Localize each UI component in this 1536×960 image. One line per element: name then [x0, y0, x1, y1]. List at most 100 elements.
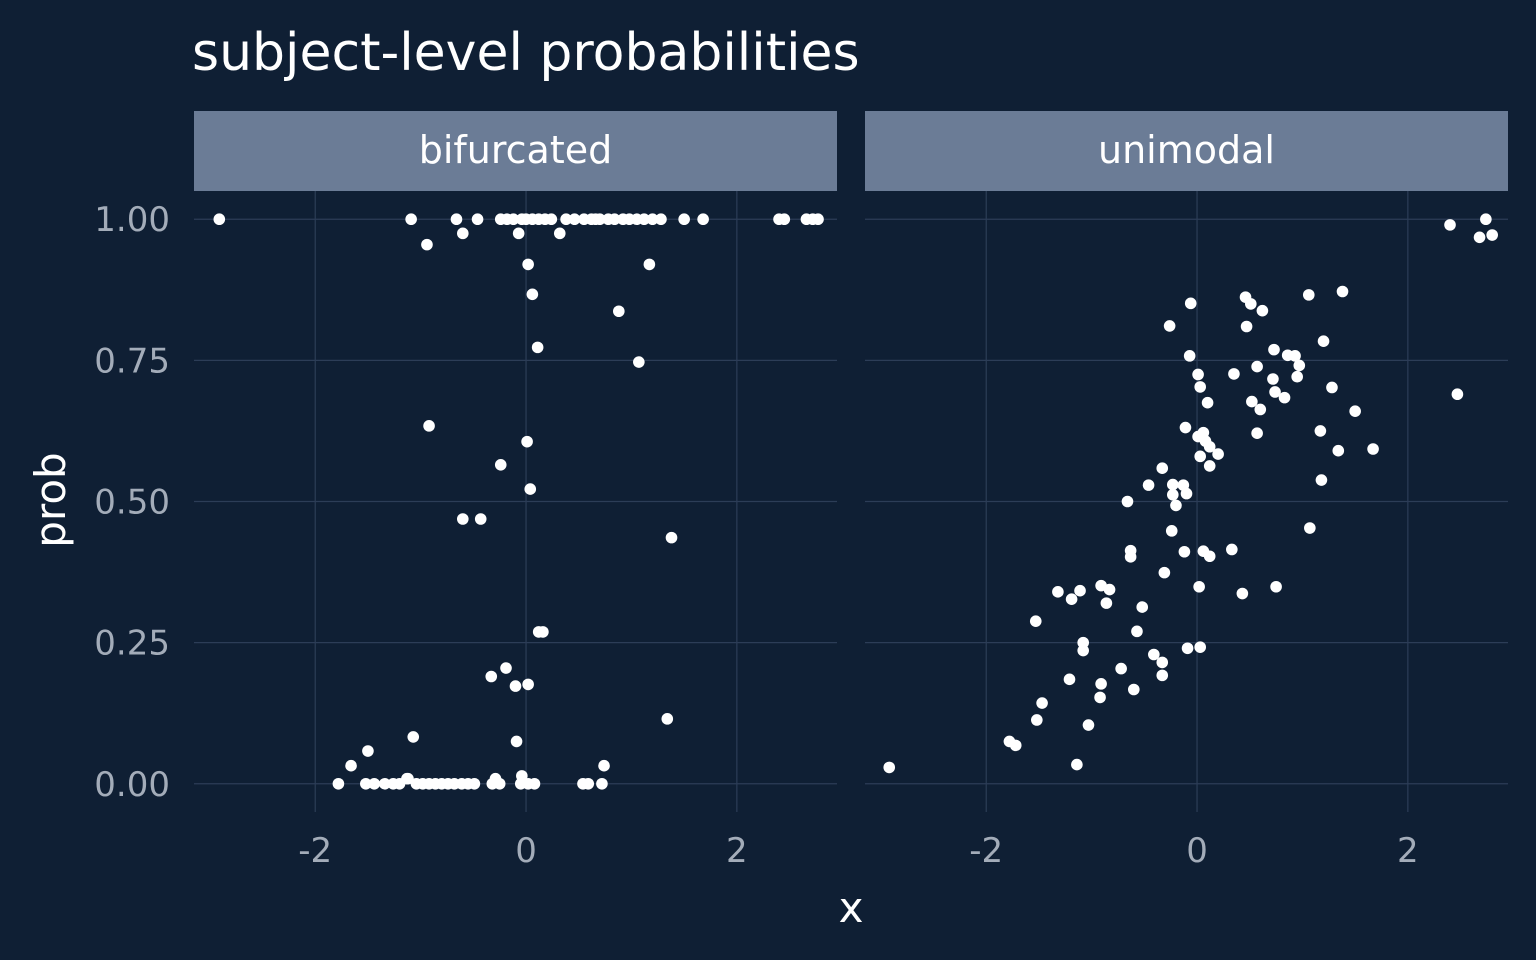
data-point [655, 213, 667, 226]
data-point [1473, 231, 1486, 244]
data-point [1158, 566, 1171, 579]
data-point [1302, 289, 1315, 301]
data-point [1180, 487, 1193, 500]
data-point [778, 213, 791, 226]
data-point [1179, 421, 1192, 434]
data-point [608, 213, 621, 226]
data-point [468, 777, 481, 790]
data-point [1212, 448, 1224, 460]
data-point [1315, 474, 1328, 486]
data-point [594, 213, 606, 226]
data-point [1336, 285, 1349, 298]
data-point [1166, 488, 1179, 501]
data-point [507, 213, 520, 226]
data-point [512, 227, 525, 240]
data-point [568, 213, 581, 226]
data-point [471, 213, 484, 226]
data-point [1486, 229, 1498, 241]
data-point [1194, 450, 1207, 463]
data-point [1178, 545, 1191, 558]
data-point [510, 735, 523, 748]
x-tick-label: 0 [515, 831, 537, 871]
data-point [1131, 625, 1143, 638]
data-point [613, 305, 625, 318]
data-point [1314, 425, 1327, 437]
data-point [643, 258, 656, 271]
data-point [1268, 343, 1280, 356]
y-axis-title: prob [26, 452, 75, 547]
x-tick-label: -2 [969, 831, 1003, 871]
data-point [1226, 543, 1238, 556]
data-point [1095, 678, 1107, 690]
data-point [1251, 427, 1263, 439]
data-point [1245, 298, 1257, 310]
data-point [1127, 683, 1140, 696]
data-point [1293, 359, 1306, 372]
data-point [1148, 648, 1160, 661]
data-point [1036, 697, 1048, 709]
data-point [1444, 219, 1456, 231]
data-point [1165, 525, 1178, 537]
data-point [378, 777, 391, 790]
data-point [1163, 320, 1176, 332]
data-point [332, 777, 345, 790]
data-point [1142, 479, 1155, 491]
data-point [560, 213, 572, 226]
data-point [812, 213, 824, 226]
data-point [1124, 544, 1137, 557]
data-point [1094, 691, 1106, 704]
data-point [531, 341, 544, 354]
data-point [360, 777, 372, 790]
data-point [1194, 381, 1207, 393]
data-point [598, 759, 610, 772]
data-point [1115, 662, 1127, 675]
data-point [582, 777, 595, 790]
data-point [368, 777, 381, 790]
data-point [1170, 499, 1182, 512]
data-point [537, 626, 549, 638]
data-point [1269, 386, 1281, 398]
data-point [1103, 583, 1116, 596]
y-tick-label: 0.50 [94, 483, 170, 523]
data-point [423, 420, 435, 432]
data-point [1183, 350, 1196, 362]
data-point [1291, 370, 1303, 383]
y-tick-label: 0.00 [94, 765, 170, 805]
data-point [522, 678, 534, 691]
data-point [1121, 495, 1134, 508]
data-point [1203, 440, 1216, 453]
data-point [1166, 478, 1179, 491]
data-point [1156, 669, 1169, 682]
facet-strip [865, 111, 1508, 191]
x-tick-label: 0 [1186, 831, 1208, 871]
data-point [456, 227, 469, 240]
data-point [456, 513, 469, 525]
data-point [596, 777, 608, 790]
data-point [1267, 373, 1279, 385]
data-point [450, 213, 463, 226]
data-point [524, 483, 537, 495]
data-point [1251, 360, 1263, 373]
data-point [697, 213, 709, 226]
data-point [362, 745, 374, 757]
data-point [638, 213, 650, 226]
data-point [526, 288, 539, 301]
data-point [1077, 636, 1089, 649]
data-point [661, 713, 674, 725]
data-point [1156, 462, 1169, 474]
data-point [545, 213, 558, 226]
data-point [1194, 641, 1207, 653]
data-point [500, 662, 512, 674]
data-point [509, 680, 522, 692]
data-point [345, 759, 357, 772]
data-point [1031, 714, 1043, 726]
data-point [528, 777, 541, 790]
x-tick-label: 2 [1397, 831, 1419, 871]
data-point [1181, 642, 1194, 655]
data-point [1193, 580, 1205, 593]
data-point [1451, 388, 1464, 401]
x-axis-title: x [839, 883, 864, 932]
data-point [522, 258, 534, 271]
data-point [1349, 405, 1361, 417]
data-point [1192, 368, 1204, 381]
